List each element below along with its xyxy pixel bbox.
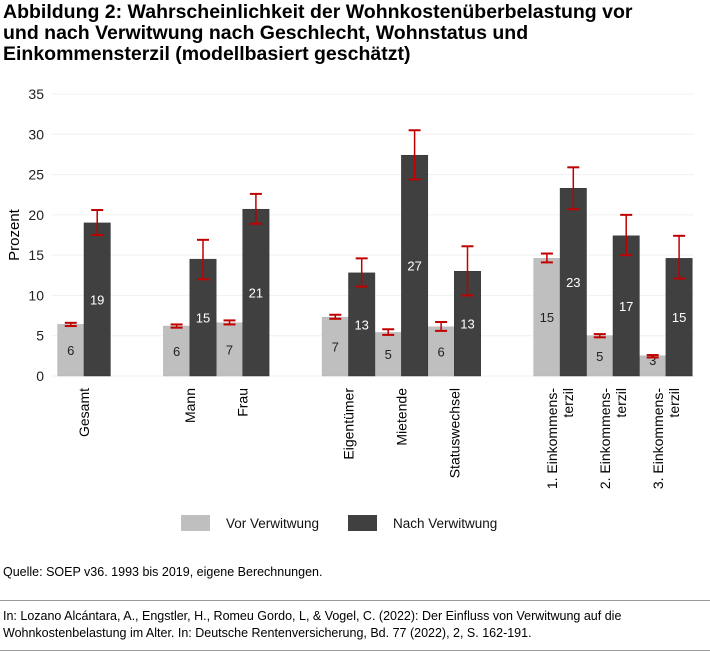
divider <box>0 650 710 651</box>
bar-nach <box>348 272 376 377</box>
bar-nach <box>401 154 429 377</box>
y-tick-label: 20 <box>28 207 44 223</box>
title-line-3: Einkommensterzil (modellbasiert geschätz… <box>3 43 411 65</box>
x-category-label: Frau <box>235 388 251 417</box>
data-label: 13 <box>460 317 474 332</box>
x-category-label: terzil <box>613 388 629 418</box>
x-category-label: terzil <box>560 388 576 418</box>
y-axis-label: Prozent <box>6 208 23 261</box>
bar-nach <box>242 208 270 377</box>
x-category-label: Gesamt <box>76 388 92 437</box>
x-category-label: 1. Einkommens- <box>544 388 560 489</box>
data-label: 15 <box>672 310 686 325</box>
data-label: 6 <box>173 344 180 359</box>
legend-label: Nach Verwitwung <box>393 516 497 531</box>
bar-nach <box>83 222 111 377</box>
y-tick-label: 25 <box>28 167 44 183</box>
bar-nach <box>612 235 640 377</box>
data-label: 5 <box>596 349 603 364</box>
x-category-label: 3. Einkommens- <box>650 388 666 489</box>
citation-line-1: In: Lozano Alcántara, A., Engstler, H., … <box>3 609 622 623</box>
bar-vor <box>57 324 85 377</box>
title-line-1: Abbildung 2: Wahrscheinlichkeit der Wohn… <box>3 1 633 23</box>
x-category-label: Statuswechsel <box>446 388 462 478</box>
data-label: 6 <box>67 343 74 358</box>
data-label: 15 <box>196 311 210 326</box>
y-tick-label: 5 <box>36 328 44 344</box>
data-label: 27 <box>407 259 421 274</box>
data-label: 7 <box>226 342 233 357</box>
data-label: 6 <box>437 344 444 359</box>
divider <box>0 600 710 601</box>
bar-vor <box>163 325 191 377</box>
figure-title: Abbildung 2: Wahrscheinlichkeit der Wohn… <box>3 2 703 65</box>
data-label: 5 <box>385 347 392 362</box>
y-tick-label: 30 <box>28 126 44 142</box>
bar-vor <box>321 316 349 377</box>
x-category-label: Eigentümer <box>341 388 357 460</box>
bar-chart: 0 5 10 15 20 25 30 35 Prozent 6 6 7 7 5 6 15 5 3 19 15 21 13 2… <box>6 86 694 531</box>
data-label: 23 <box>566 275 580 290</box>
title-line-2: und nach Verwitwung nach Geschlecht, Woh… <box>3 22 529 44</box>
bar-vor <box>216 322 243 377</box>
y-tick-label: 10 <box>28 287 44 303</box>
data-label: 21 <box>249 286 263 301</box>
data-label: 13 <box>354 317 368 332</box>
bar-vor <box>533 258 561 377</box>
citation-line-2: Wohnkostenbelastung im Alter. In: Deutsc… <box>3 626 532 640</box>
x-category-label: 2. Einkommens- <box>597 388 613 489</box>
data-label: 19 <box>90 292 104 307</box>
y-tick-label: 0 <box>36 368 44 384</box>
legend-swatch <box>348 515 377 531</box>
citation: In: Lozano Alcántara, A., Engstler, H., … <box>3 608 708 642</box>
data-label: 3 <box>649 353 656 368</box>
y-tick-label: 15 <box>28 247 44 263</box>
data-label: 15 <box>540 310 554 325</box>
x-category-label: Mann <box>182 388 198 423</box>
bar-nach <box>559 188 587 377</box>
data-label: 17 <box>619 299 633 314</box>
y-tick-label: 35 <box>28 86 44 102</box>
x-category-label: terzil <box>666 388 682 418</box>
x-category-label: Mietende <box>393 388 409 446</box>
legend-swatch <box>181 515 210 531</box>
legend-label: Vor Verwitwung <box>226 516 319 531</box>
source-note: Quelle: SOEP v36. 1993 bis 2019, eigene … <box>3 565 323 579</box>
data-label: 7 <box>332 340 339 355</box>
